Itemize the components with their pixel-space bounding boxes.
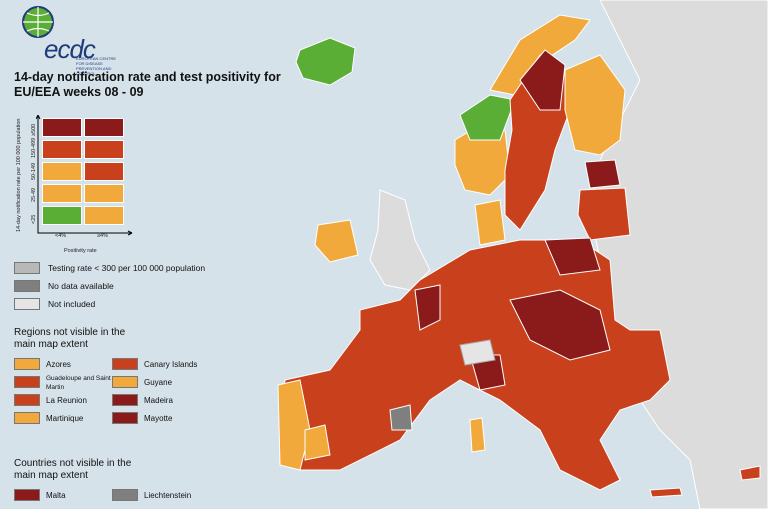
region-swatch (112, 412, 138, 424)
matrix-x-tick: ≥4% (97, 233, 108, 239)
map-crete (649, 487, 683, 498)
legend-swatch (14, 262, 40, 274)
map-iceland (295, 37, 356, 86)
map-denmark (474, 199, 506, 246)
region-swatch (14, 394, 40, 406)
legend-swatch (14, 298, 40, 310)
country-swatch (112, 489, 138, 501)
region-label: La Reunion (46, 396, 87, 405)
page-title: 14-day notification rate and test positi… (14, 70, 281, 99)
globe-icon (22, 6, 54, 38)
matrix-cell (84, 184, 124, 203)
map-sweden-north (519, 49, 566, 111)
region-swatch (112, 376, 138, 388)
logo-subtitle: EUROPEAN CENTRE FOR DISEASE PREVENTION A… (76, 56, 117, 76)
legend-panel: ecdc EUROPEAN CENTRE FOR DISEASE PREVENT… (0, 0, 300, 509)
region-swatch (112, 358, 138, 370)
map-spain-orange (304, 424, 331, 461)
map-finland (564, 54, 626, 156)
map-cyprus (739, 465, 761, 481)
map-latvia-lithuania (577, 187, 631, 241)
matrix-x-tick: <4% (55, 233, 67, 239)
matrix-y-axis-label: 14-day notification rate per 100 000 pop… (16, 118, 22, 232)
countries-heading: Countries not visible in the main map ex… (14, 458, 132, 481)
map-norway-green (459, 94, 516, 141)
matrix-axes (36, 115, 133, 236)
map-poland-dark (544, 237, 601, 276)
legend-item: Testing rate < 300 per 100 000 populatio… (14, 262, 205, 274)
map-central-dark (509, 289, 611, 361)
country-label: Malta (46, 491, 66, 500)
legend-item: No data available (14, 280, 114, 292)
region-label: Martinique (46, 414, 84, 423)
region-swatch (14, 412, 40, 424)
matrix-cell (42, 140, 82, 159)
region-swatch (112, 394, 138, 406)
matrix-cell (42, 162, 82, 181)
legend-swatch (14, 280, 40, 292)
country-swatch (14, 489, 40, 501)
legend-label: Not included (48, 299, 96, 309)
map-germany-dark (414, 284, 441, 331)
region-label: Canary Islands (144, 360, 198, 369)
country-label: Liechtenstein (144, 491, 192, 500)
matrix-cell (84, 206, 124, 225)
legend-item: Not included (14, 298, 95, 310)
map-sardinia (469, 417, 486, 453)
region-label: Azores (46, 360, 71, 369)
region-label: Madeira (144, 396, 173, 405)
matrix-cell (42, 206, 82, 225)
map-spain-nodata (389, 404, 413, 431)
logo-text: ecdc (44, 34, 96, 64)
matrix-cell (84, 162, 124, 181)
legend-label: Testing rate < 300 per 100 000 populatio… (48, 263, 206, 273)
region-label: Guadeloupe and Saint Martin (46, 375, 111, 391)
region-swatch (14, 358, 40, 370)
map-estonia (584, 159, 621, 189)
legend-label: No data available (48, 281, 114, 291)
matrix-cell (84, 118, 124, 137)
matrix-cell (84, 140, 124, 159)
matrix-x-axis-label: Positivity rate (64, 248, 97, 254)
matrix-cell (42, 118, 82, 137)
map-switzerland (459, 339, 496, 366)
matrix-cell (42, 184, 82, 203)
ecdc-logo: ecdc EUROPEAN CENTRE FOR DISEASE PREVENT… (14, 4, 116, 76)
region-label: Guyane (144, 378, 173, 387)
regions-heading: Regions not visible in the main map exte… (14, 327, 126, 350)
region-label: Mayotte (144, 414, 173, 423)
region-swatch (14, 376, 40, 388)
map-ireland (314, 219, 359, 263)
